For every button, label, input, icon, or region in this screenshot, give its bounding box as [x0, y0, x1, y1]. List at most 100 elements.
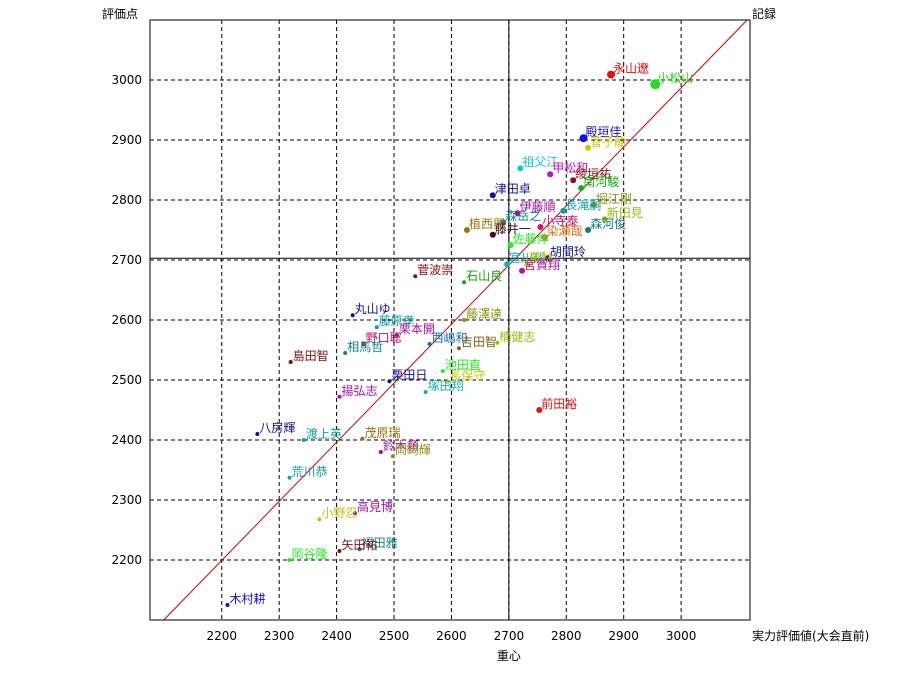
point-label: 福田雅	[362, 535, 398, 550]
data-point	[495, 340, 500, 345]
point-label: 森岳之	[505, 208, 541, 223]
data-point	[507, 242, 514, 248]
y-axis-ticks: 2200 2300 2400 2500 2600 2700 2800 2900 3000	[111, 73, 142, 567]
top-right-label: 記録	[752, 6, 776, 21]
data-point	[547, 171, 554, 178]
point-label: 宮賀翔	[524, 257, 560, 272]
point-label: 長滝嗣	[565, 198, 601, 212]
point-label: 綾垣祐	[575, 166, 611, 181]
point-label: 菅波崇	[417, 263, 453, 277]
x-tick-label: 2300	[264, 629, 295, 643]
point-label: 相馬哲	[347, 340, 383, 354]
data-point	[607, 70, 616, 79]
data-point	[500, 219, 507, 226]
data-point	[541, 234, 548, 241]
data-point	[601, 216, 608, 223]
point-label: 森河俊	[590, 216, 626, 231]
data-point	[357, 547, 362, 552]
point-label: 前田裕	[541, 396, 577, 411]
point-label: 荒川恭	[292, 465, 328, 479]
point-label: 新田見	[607, 205, 643, 220]
data-point	[225, 603, 230, 607]
point-label: 染瀬哉	[546, 223, 582, 238]
data-point	[536, 407, 543, 413]
data-point	[374, 325, 379, 330]
data-point	[360, 436, 365, 441]
data-point	[519, 267, 526, 274]
point-label: 小野忍	[321, 506, 357, 520]
point-label: 小寺泰	[542, 214, 578, 228]
plot-area	[149, 19, 751, 621]
point-label: 永山遼	[613, 62, 649, 76]
x-axis-end-label: 実力評価値(大会直前)	[752, 628, 869, 643]
point-label: 岡谷隆	[292, 546, 328, 561]
data-point	[537, 224, 544, 230]
x-axis-label: 重心	[497, 649, 521, 663]
point-label: 植西興	[469, 216, 505, 231]
data-point	[456, 346, 461, 351]
point-label: 堀江剛	[596, 191, 632, 206]
point-label: 渡上英	[306, 426, 342, 441]
point-label: 佐藤伸	[513, 232, 549, 246]
data-point	[578, 185, 585, 191]
data-point	[427, 342, 432, 346]
point-label: 塚田翔	[428, 379, 464, 393]
point-label: 西嶋和	[432, 331, 468, 345]
data-point	[560, 207, 567, 214]
y-tick-label: 2900	[111, 133, 142, 147]
y-tick-label: 2200	[111, 553, 142, 567]
point-label: 藤林	[529, 251, 553, 265]
point-label: 藤澤達	[466, 307, 502, 321]
diagonal-line	[163, 19, 748, 621]
data-point	[317, 517, 322, 522]
data-point	[350, 313, 355, 318]
data-point	[287, 475, 292, 480]
point-label: 宮川翔	[509, 250, 545, 265]
data-point	[514, 210, 521, 217]
data-point	[378, 450, 383, 454]
data-point	[394, 333, 399, 337]
point-label: 丸山ゆ	[355, 302, 391, 316]
data-point	[544, 255, 551, 262]
point-label: 伊藤順	[519, 200, 555, 214]
data-point	[301, 438, 306, 442]
x-tick-label: 2800	[551, 629, 582, 643]
point-label: 池田直	[445, 358, 481, 372]
point-label: 祖父江	[522, 154, 558, 169]
point-label: 楠健志	[499, 329, 535, 344]
point-label: 胡間玲	[550, 245, 586, 259]
data-point	[361, 342, 366, 346]
data-point	[337, 549, 342, 553]
x-tick-label: 2400	[321, 629, 352, 643]
data-point	[287, 558, 292, 562]
data-point	[255, 432, 260, 436]
point-label: 小松山	[657, 71, 693, 85]
data-point	[352, 511, 357, 516]
point-label: 高見博	[357, 499, 393, 514]
point-label: 津田卓	[495, 182, 531, 196]
y-tick-label: 3000	[111, 73, 142, 87]
y-tick-label: 2700	[111, 253, 142, 267]
data-point	[440, 369, 445, 373]
data-point	[504, 261, 511, 268]
x-axis-ticks: 2200 2300 2400 2500 2600 2700 2800 2900 3000	[206, 629, 696, 643]
point-label: 南河駿	[583, 174, 619, 189]
point-label: 石山良	[466, 268, 502, 283]
y-tick-label: 2400	[111, 433, 142, 447]
data-point	[517, 165, 524, 172]
data-point	[650, 79, 661, 90]
point-label: 矢田祐	[341, 538, 377, 552]
point-label: 栗本開	[399, 322, 435, 336]
data-point	[463, 227, 470, 233]
data-point	[390, 454, 395, 459]
data-point	[387, 379, 392, 384]
y-tick-label: 2500	[111, 373, 142, 387]
x-tick-label: 3000	[666, 629, 697, 643]
data-point	[413, 274, 418, 279]
x-tick-label: 2200	[206, 629, 237, 643]
point-label: 藤井一	[495, 222, 531, 236]
point-label: 木村耕	[230, 591, 266, 606]
data-point	[524, 261, 531, 268]
point-label: 揚弘志	[341, 384, 377, 398]
